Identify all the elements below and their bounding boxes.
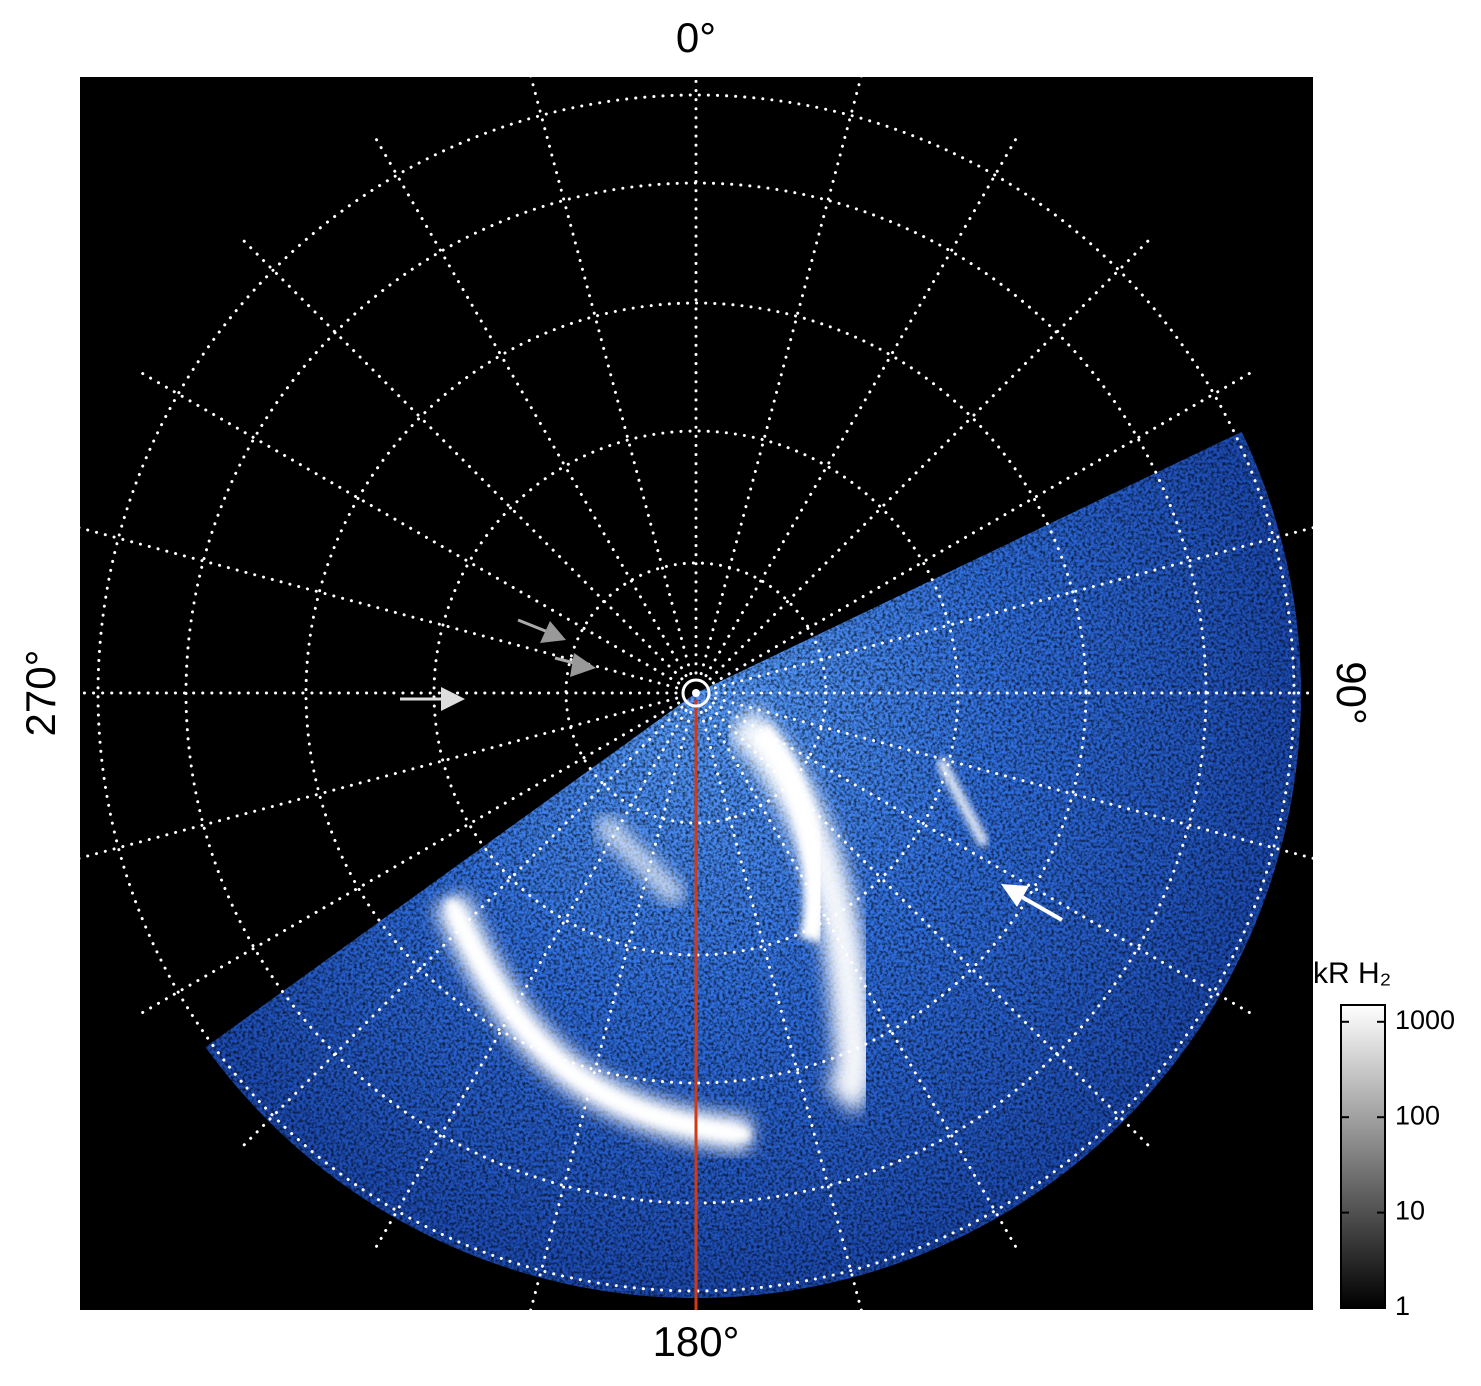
arrows [400,618,1063,922]
colorbar-tick-label: 10 [1395,1196,1425,1226]
polar-grid [80,77,1313,1310]
grid-spoke [711,371,1252,685]
grid-spoke [140,701,681,1015]
angle-label: 180° [653,1318,740,1365]
colorbar [1340,1004,1386,1309]
grid-spoke [241,705,684,1148]
angle-label: 90° [1328,661,1375,725]
grid-spoke [708,705,1151,1148]
grid-spoke [374,708,688,1249]
grid-spoke [713,696,1313,860]
grid-spoke [711,701,1252,1015]
grid-spoke [241,238,684,681]
grid-circle [432,429,960,957]
angle-label: 270° [17,650,64,737]
grid-circle [96,93,1296,1293]
colorbar-tick-label: 1000 [1395,1005,1455,1035]
grid-spoke [529,710,693,1310]
grid-spoke [704,137,1018,678]
grid-spoke [708,238,1151,681]
colorbar-label: kR H₂ [1313,957,1391,990]
colorbar-tick-label: 1 [1395,1291,1410,1321]
grid-spoke [529,77,693,676]
grid-spoke [704,708,1018,1249]
pole-dot [692,689,700,697]
colorbar-tick-label: 100 [1395,1100,1440,1130]
grid-spoke [80,526,679,690]
angle-label: 0° [676,14,716,61]
grid-spoke [140,371,681,685]
grid-spoke [713,526,1313,690]
pole-marker [681,678,711,708]
grid-spoke [80,696,679,860]
grid-circle [304,301,1088,1085]
grid-spoke [699,77,863,676]
grid-spoke [699,710,863,1310]
grid-spoke [374,137,688,678]
